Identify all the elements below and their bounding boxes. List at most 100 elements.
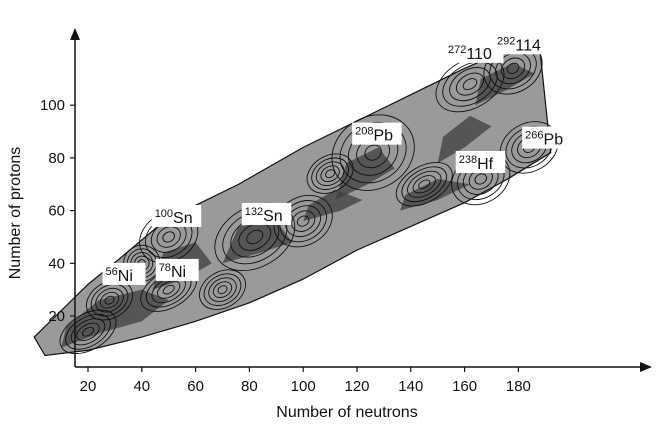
- label-bg-266Pb: [522, 126, 572, 149]
- label-bg-78Ni: [155, 258, 199, 281]
- label-bg-132Sn: [241, 202, 292, 225]
- contour-ring-13-1: [418, 179, 431, 190]
- axes: 20 40 60 80 100 120 140 160 180 20 40 60 80 100 Number…: [7, 28, 652, 421]
- contour-ring-13-5: [395, 161, 453, 207]
- label-text-266Pb: 266Pb: [525, 130, 563, 149]
- label-78Ni: 78Ni: [155, 258, 199, 281]
- label-bg-208Pb: [352, 122, 402, 145]
- contour-ring-3-1: [162, 231, 175, 243]
- x-axis-title: Number of neutrons: [276, 404, 417, 421]
- x-tick-label-120: 120: [344, 378, 369, 395]
- x-tick-label-100: 100: [291, 378, 316, 395]
- label-bg-238Hf: [455, 150, 506, 173]
- contour-ring-8-3: [449, 67, 491, 102]
- label-132Sn: 132Sn: [241, 202, 292, 225]
- label-element-78Ni: Ni: [171, 264, 186, 281]
- contour-ring-11-2: [212, 281, 233, 299]
- contour-ring-10-5: [59, 309, 117, 355]
- label-bg-272110: [444, 40, 504, 63]
- contour-ring-11-5: [199, 269, 246, 310]
- x-tick-label-180: 180: [506, 378, 531, 395]
- label-element-272110: 110: [466, 46, 492, 63]
- x-tick-label-40: 40: [133, 378, 150, 395]
- y-axis-arrow: [70, 28, 80, 40]
- dark-patch-7: [303, 189, 363, 222]
- contour-ring-9-1: [506, 62, 520, 74]
- contour-ring-12-1: [296, 215, 310, 227]
- label-mass-208Pb: 208: [355, 126, 373, 138]
- contour-ring-14-5: [306, 153, 354, 194]
- y-tick-label-20: 20: [48, 308, 65, 325]
- contour-ring-10-3: [70, 318, 106, 346]
- contour-ring-10-2: [76, 322, 100, 341]
- label-mass-100Sn: 100: [155, 208, 173, 220]
- contour-ring-1-3: [95, 287, 124, 313]
- label-mass-56Ni: 56: [106, 266, 118, 278]
- contour-ring-5-1: [364, 144, 382, 161]
- y-tick-label-40: 40: [48, 255, 65, 272]
- label-mass-238Hf: 238: [459, 154, 477, 166]
- nuclide-band: [33, 49, 552, 357]
- contour-ring-8-1: [462, 78, 478, 91]
- y-axis-title: Number of protons: [7, 147, 24, 280]
- contour-ring-3-2: [156, 226, 181, 248]
- contour-ring-2-2: [157, 280, 181, 299]
- label-element-56Ni: Ni: [118, 268, 133, 285]
- contour-ring-4-5: [214, 202, 296, 272]
- contour-ring-14-3: [315, 161, 345, 187]
- label-bg-100Sn: [151, 204, 202, 227]
- label-bg-56Ni: [102, 262, 146, 285]
- contour-ring-13-2: [412, 175, 436, 194]
- y-tick-label-60: 60: [48, 203, 65, 220]
- contour-ring-12-4: [279, 200, 327, 243]
- contour-ring-1-2: [99, 291, 120, 309]
- label-element-208Pb: Pb: [373, 128, 393, 145]
- label-292114: 292114: [494, 32, 553, 55]
- contour-ring-13-4: [401, 166, 448, 203]
- label-bg-292114: [494, 32, 553, 55]
- contour-ring-13-3: [407, 170, 442, 198]
- contour-ring-12-3: [285, 205, 322, 238]
- contour-ring-12-5: [273, 194, 333, 248]
- label-mass-292114: 292: [497, 35, 515, 47]
- label-text-56Ni: 56Ni: [106, 266, 133, 285]
- label-272110: 272110: [444, 40, 504, 63]
- label-text-292114: 292114: [497, 35, 541, 54]
- contour-ring-11-3: [208, 277, 237, 302]
- label-mass-78Ni: 78: [159, 262, 171, 274]
- contour-ring-9-3: [495, 52, 531, 85]
- contour-ring-2-1: [162, 284, 175, 295]
- contour-ring-11-4: [203, 273, 242, 306]
- label-text-132Sn: 132Sn: [245, 206, 283, 225]
- contour-ring-10-4: [65, 313, 111, 350]
- label-text-238Hf: 238Hf: [459, 154, 494, 173]
- contour-ring-9-2: [500, 57, 526, 80]
- label-mass-266Pb: 266: [525, 130, 543, 142]
- contour-ring-14-2: [320, 165, 340, 183]
- contour-ring-1-1: [104, 295, 115, 305]
- contour-ring-8-2: [455, 72, 485, 96]
- label-text-100Sn: 100Sn: [155, 208, 193, 227]
- y-tick-label-80: 80: [48, 150, 65, 167]
- label-element-266Pb: Pb: [544, 132, 564, 149]
- contour-ring-10-1: [81, 326, 95, 337]
- label-266Pb: 266Pb: [522, 126, 572, 149]
- label-208Pb: 208Pb: [352, 122, 402, 145]
- contour-ring-12-2: [291, 210, 316, 232]
- contour-ring-8-5: [435, 55, 505, 113]
- label-mass-132Sn: 132: [245, 206, 263, 218]
- label-238Hf: 238Hf: [455, 150, 506, 173]
- label-100Sn: 100Sn: [151, 204, 202, 227]
- label-element-100Sn: Sn: [173, 210, 193, 227]
- contour-ring-6-1: [474, 173, 488, 185]
- x-tick-label-80: 80: [241, 378, 258, 395]
- label-element-292114: 114: [515, 37, 541, 54]
- label-text-78Ni: 78Ni: [159, 262, 186, 281]
- x-tick-label-160: 160: [452, 378, 477, 395]
- contour-ring-14-4: [311, 157, 349, 190]
- contour-ring-14-1: [325, 169, 336, 179]
- contour-ring-1-4: [90, 283, 129, 317]
